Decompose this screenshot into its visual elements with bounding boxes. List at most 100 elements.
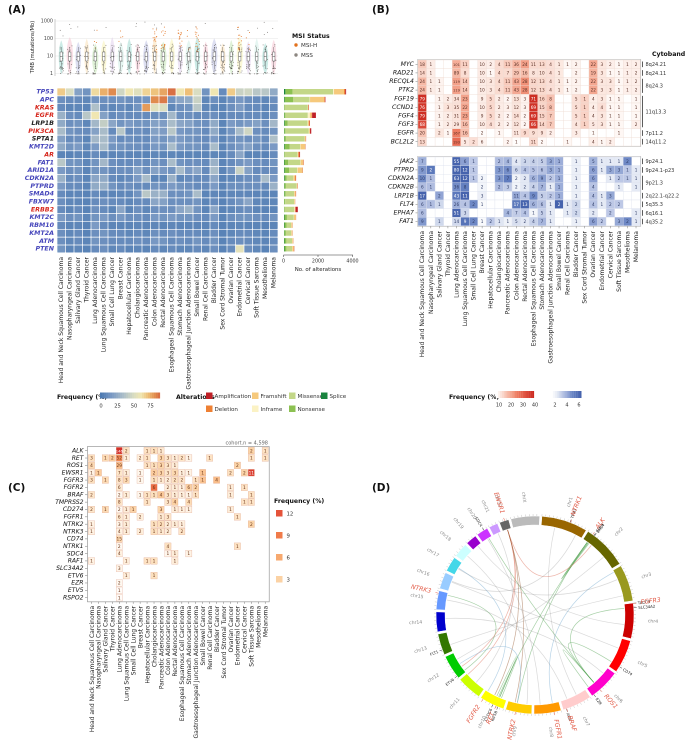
mss-dot <box>212 57 214 59</box>
heatmap-cell <box>520 137 530 147</box>
cell-value: 1 <box>566 79 569 84</box>
mss-dot <box>152 68 154 70</box>
fusion-cell <box>150 557 158 565</box>
alteration-bar-seg <box>310 96 325 103</box>
oncoprint-cell <box>150 182 159 190</box>
oncoprint-cell <box>150 88 159 96</box>
oncoprint-cell <box>193 190 202 198</box>
mss-dot <box>112 67 114 69</box>
oncoprint-cell <box>261 182 270 190</box>
chromosome-tick <box>602 541 605 544</box>
fusion-cell <box>185 550 193 558</box>
oncoprint-cell <box>261 135 270 143</box>
cell-value: 6 <box>541 202 544 207</box>
mss-dot <box>130 73 132 75</box>
oncoprint-cell <box>82 127 91 135</box>
cell-value: 193 <box>453 140 461 144</box>
msih-dot <box>155 29 157 31</box>
fusion-cell <box>150 461 158 469</box>
cell-value: 10 <box>479 105 485 110</box>
cell-value: 2 <box>236 463 239 469</box>
cell-value: 2 <box>515 185 518 190</box>
heatmap-cell <box>469 102 479 112</box>
mss-dot <box>257 73 259 74</box>
mss-dot <box>240 44 242 46</box>
oncoprint-cell <box>252 96 261 104</box>
freq-gradient <box>138 392 141 399</box>
oncoprint-cell <box>125 104 134 112</box>
chromosome-name: chr1 <box>566 496 575 508</box>
cell-value: 13 <box>539 88 545 93</box>
cell-value: 3 <box>549 168 552 173</box>
alteration-bar-seg <box>324 96 325 103</box>
chromosome-tick <box>462 684 465 686</box>
oncoprint-cell <box>218 182 227 190</box>
oncoprint-cell <box>108 174 117 182</box>
cell-value: 5 <box>489 114 492 119</box>
oncoprint-cell <box>235 237 244 245</box>
oncoprint-cell <box>210 119 219 127</box>
oncoprint-cell <box>74 182 83 190</box>
gene-label: FLT4 <box>400 201 414 208</box>
oncoprint-cell <box>227 245 236 253</box>
cell-value: 1 <box>447 131 450 136</box>
cell-value: 1 <box>153 559 156 565</box>
heatmap-cell <box>580 137 590 147</box>
freq-gradient <box>132 392 135 399</box>
cell-value: 15 <box>539 105 545 110</box>
oncoprint-cell <box>184 237 193 245</box>
oncoprint-cell <box>252 206 261 214</box>
oncoprint-cell <box>99 213 108 222</box>
heatmap-cell <box>469 59 479 69</box>
oncoprint-cell <box>74 127 83 135</box>
mss-dot <box>232 44 234 46</box>
msih-dot <box>155 36 157 38</box>
mss-dot <box>101 64 103 66</box>
oncoprint-cell <box>65 119 74 127</box>
oncoprint-cell <box>244 159 253 167</box>
msih-dot <box>95 41 97 43</box>
chromosome-tick <box>570 707 572 710</box>
oncoprint-cell <box>150 96 159 104</box>
msih-dot <box>153 40 155 42</box>
cell-value: 1 <box>618 79 621 84</box>
msih-dot <box>181 40 183 42</box>
oncoprint-cell <box>99 174 108 182</box>
oncoprint-cell <box>235 151 244 159</box>
oncoprint-cell <box>210 166 219 174</box>
fusion-link <box>562 649 595 688</box>
alteration-bar-seg <box>284 159 285 166</box>
violin-column <box>236 26 243 75</box>
fusion-cell <box>150 572 158 580</box>
oncoprint-cell <box>82 166 91 174</box>
fusion-cell <box>95 469 102 477</box>
violin-column <box>211 38 218 75</box>
mss-dot <box>145 69 147 71</box>
oncoprint-cell <box>99 143 108 151</box>
mss-dot <box>163 64 165 66</box>
oncoprint-cell <box>91 104 100 112</box>
oncoprint-cell <box>269 182 278 190</box>
msih-dot <box>180 45 182 47</box>
oncoprint-cell <box>261 190 270 198</box>
oncoprint-cell <box>261 88 270 96</box>
chromosome-tick <box>620 564 623 566</box>
cell-value: 3 <box>167 456 170 462</box>
msih-dot <box>152 37 154 39</box>
mss-dot <box>214 73 216 75</box>
freq-gradient-red <box>505 391 508 398</box>
cell-value: 6 <box>506 168 509 173</box>
mss-dot <box>245 50 247 52</box>
msih-dot <box>162 30 164 32</box>
cell-value: 1 <box>243 485 246 491</box>
fusion-cell <box>116 483 123 491</box>
heatmap-cell <box>434 68 444 78</box>
oncoprint-cell <box>116 166 125 174</box>
oncoprint-cell <box>210 143 219 151</box>
mss-dot <box>232 61 234 63</box>
oncoprint-cell <box>159 166 168 174</box>
oncoprint-cell <box>193 127 202 135</box>
oncoprint-cell <box>125 182 134 190</box>
mss-dot <box>105 44 107 46</box>
fusion-cell <box>178 506 186 513</box>
